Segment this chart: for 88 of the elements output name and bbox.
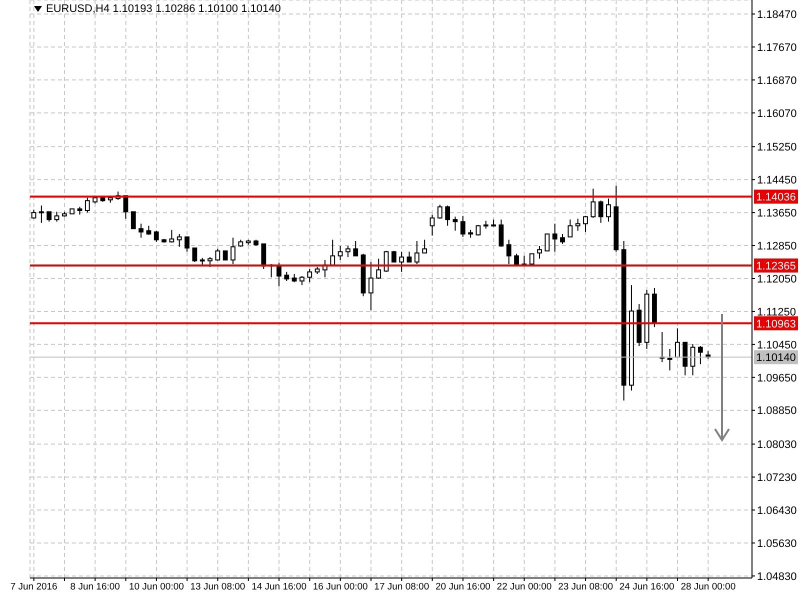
candlestick <box>606 198 611 222</box>
x-tick-label: 7 Jun 2016 <box>10 582 58 593</box>
ref-line-label: 1.10140 <box>756 352 796 364</box>
y-tick-label: 1.08030 <box>757 439 797 452</box>
candlestick <box>368 262 374 311</box>
y-tick-label: 1.11250 <box>757 306 796 318</box>
candlestick <box>276 262 282 287</box>
candlestick <box>169 229 174 244</box>
candlestick <box>452 216 458 232</box>
x-tick-label: 20 Jun 16:00 <box>435 582 490 593</box>
x-tick-label: 28 Jun 00:00 <box>680 582 736 593</box>
candlestick <box>414 240 420 265</box>
x-tick-label: 13 Jun 08:00 <box>190 582 246 593</box>
candlestick <box>675 328 680 358</box>
candlestick <box>84 197 90 214</box>
candlestick <box>498 219 504 248</box>
candlestick <box>130 211 136 230</box>
x-tick-label: 8 Jun 16:00 <box>70 582 120 593</box>
candlestick <box>54 211 60 222</box>
ref-line-label: 1.10963 <box>756 318 796 330</box>
candlestick <box>154 230 159 242</box>
candlestick <box>138 223 144 238</box>
candlestick <box>38 205 44 224</box>
x-tick-label: 24 Jun 16:00 <box>619 582 674 593</box>
candlestick <box>399 251 404 272</box>
candlestick <box>575 218 580 232</box>
candlestick <box>422 239 428 254</box>
candlestick <box>31 209 36 220</box>
candlestick <box>338 245 343 260</box>
ref-line-label: 1.14036 <box>756 192 796 204</box>
candlestick <box>345 245 350 258</box>
candlestick <box>560 234 565 244</box>
y-tick-label: 1.07230 <box>757 472 797 484</box>
candlestick <box>682 342 688 376</box>
y-tick-label: 1.05630 <box>757 538 797 550</box>
y-tick-label: 1.04830 <box>757 570 797 583</box>
candlestick <box>583 215 588 232</box>
candlestick <box>46 211 52 222</box>
x-tick-label: 14 Jun 16:00 <box>252 582 307 593</box>
y-tick-label: 1.13650 <box>757 207 797 220</box>
candlestick <box>590 188 596 218</box>
y-tick-label: 1.17670 <box>757 42 797 54</box>
candlestick <box>208 256 212 268</box>
candlestick <box>537 245 542 260</box>
y-tick-label: 1.14450 <box>757 174 797 187</box>
candlestick <box>667 348 672 371</box>
candlestick <box>552 223 558 252</box>
candlestick <box>437 204 442 220</box>
chart-title: EURUSD,H4 1.10193 1.10286 1.10100 1.10140 <box>46 3 281 15</box>
candlestick <box>598 200 604 224</box>
x-tick-label: 22 Jun 00:00 <box>496 582 552 593</box>
candlestick <box>353 240 358 256</box>
candlestick <box>192 248 198 263</box>
candlestick <box>300 276 304 286</box>
y-tick-label: 1.15250 <box>757 142 797 154</box>
candlestick <box>445 205 450 226</box>
x-tick-label: 16 Jun 00:00 <box>312 582 368 593</box>
y-tick-label: 1.12050 <box>757 273 797 286</box>
y-tick-label: 1.09650 <box>757 372 797 384</box>
y-tick-label: 1.12850 <box>757 240 797 252</box>
candlestick <box>261 243 266 270</box>
candlestick <box>307 268 312 283</box>
candlestick <box>460 215 466 238</box>
x-tick-label: 10 Jun 00:00 <box>128 582 184 593</box>
y-tick-label: 1.16070 <box>757 108 797 120</box>
candlestick <box>176 234 182 248</box>
candlestick <box>406 251 412 263</box>
x-tick-label: 17 Jun 08:00 <box>374 582 430 593</box>
candlestick <box>230 237 236 265</box>
candlestick <box>222 250 228 260</box>
x-tick-label: 23 Jun 08:00 <box>558 582 614 593</box>
candlestick <box>184 236 190 252</box>
candlestick <box>506 239 512 265</box>
y-tick-label: 1.18470 <box>757 8 797 21</box>
ref-line-label: 1.12365 <box>756 260 796 273</box>
candlestick <box>430 214 435 236</box>
candlestick <box>568 219 573 238</box>
y-tick-label: 1.16870 <box>757 74 797 87</box>
y-tick-label: 1.10450 <box>757 339 797 352</box>
candlestick <box>698 346 703 365</box>
candlestick <box>146 225 152 236</box>
y-tick-label: 1.06430 <box>757 504 797 517</box>
candlestick <box>544 234 550 252</box>
candlestick <box>284 271 290 282</box>
candlestick <box>529 253 534 265</box>
y-tick-label: 1.08850 <box>757 405 797 418</box>
candlestick <box>376 258 382 280</box>
candlestick <box>215 248 220 262</box>
